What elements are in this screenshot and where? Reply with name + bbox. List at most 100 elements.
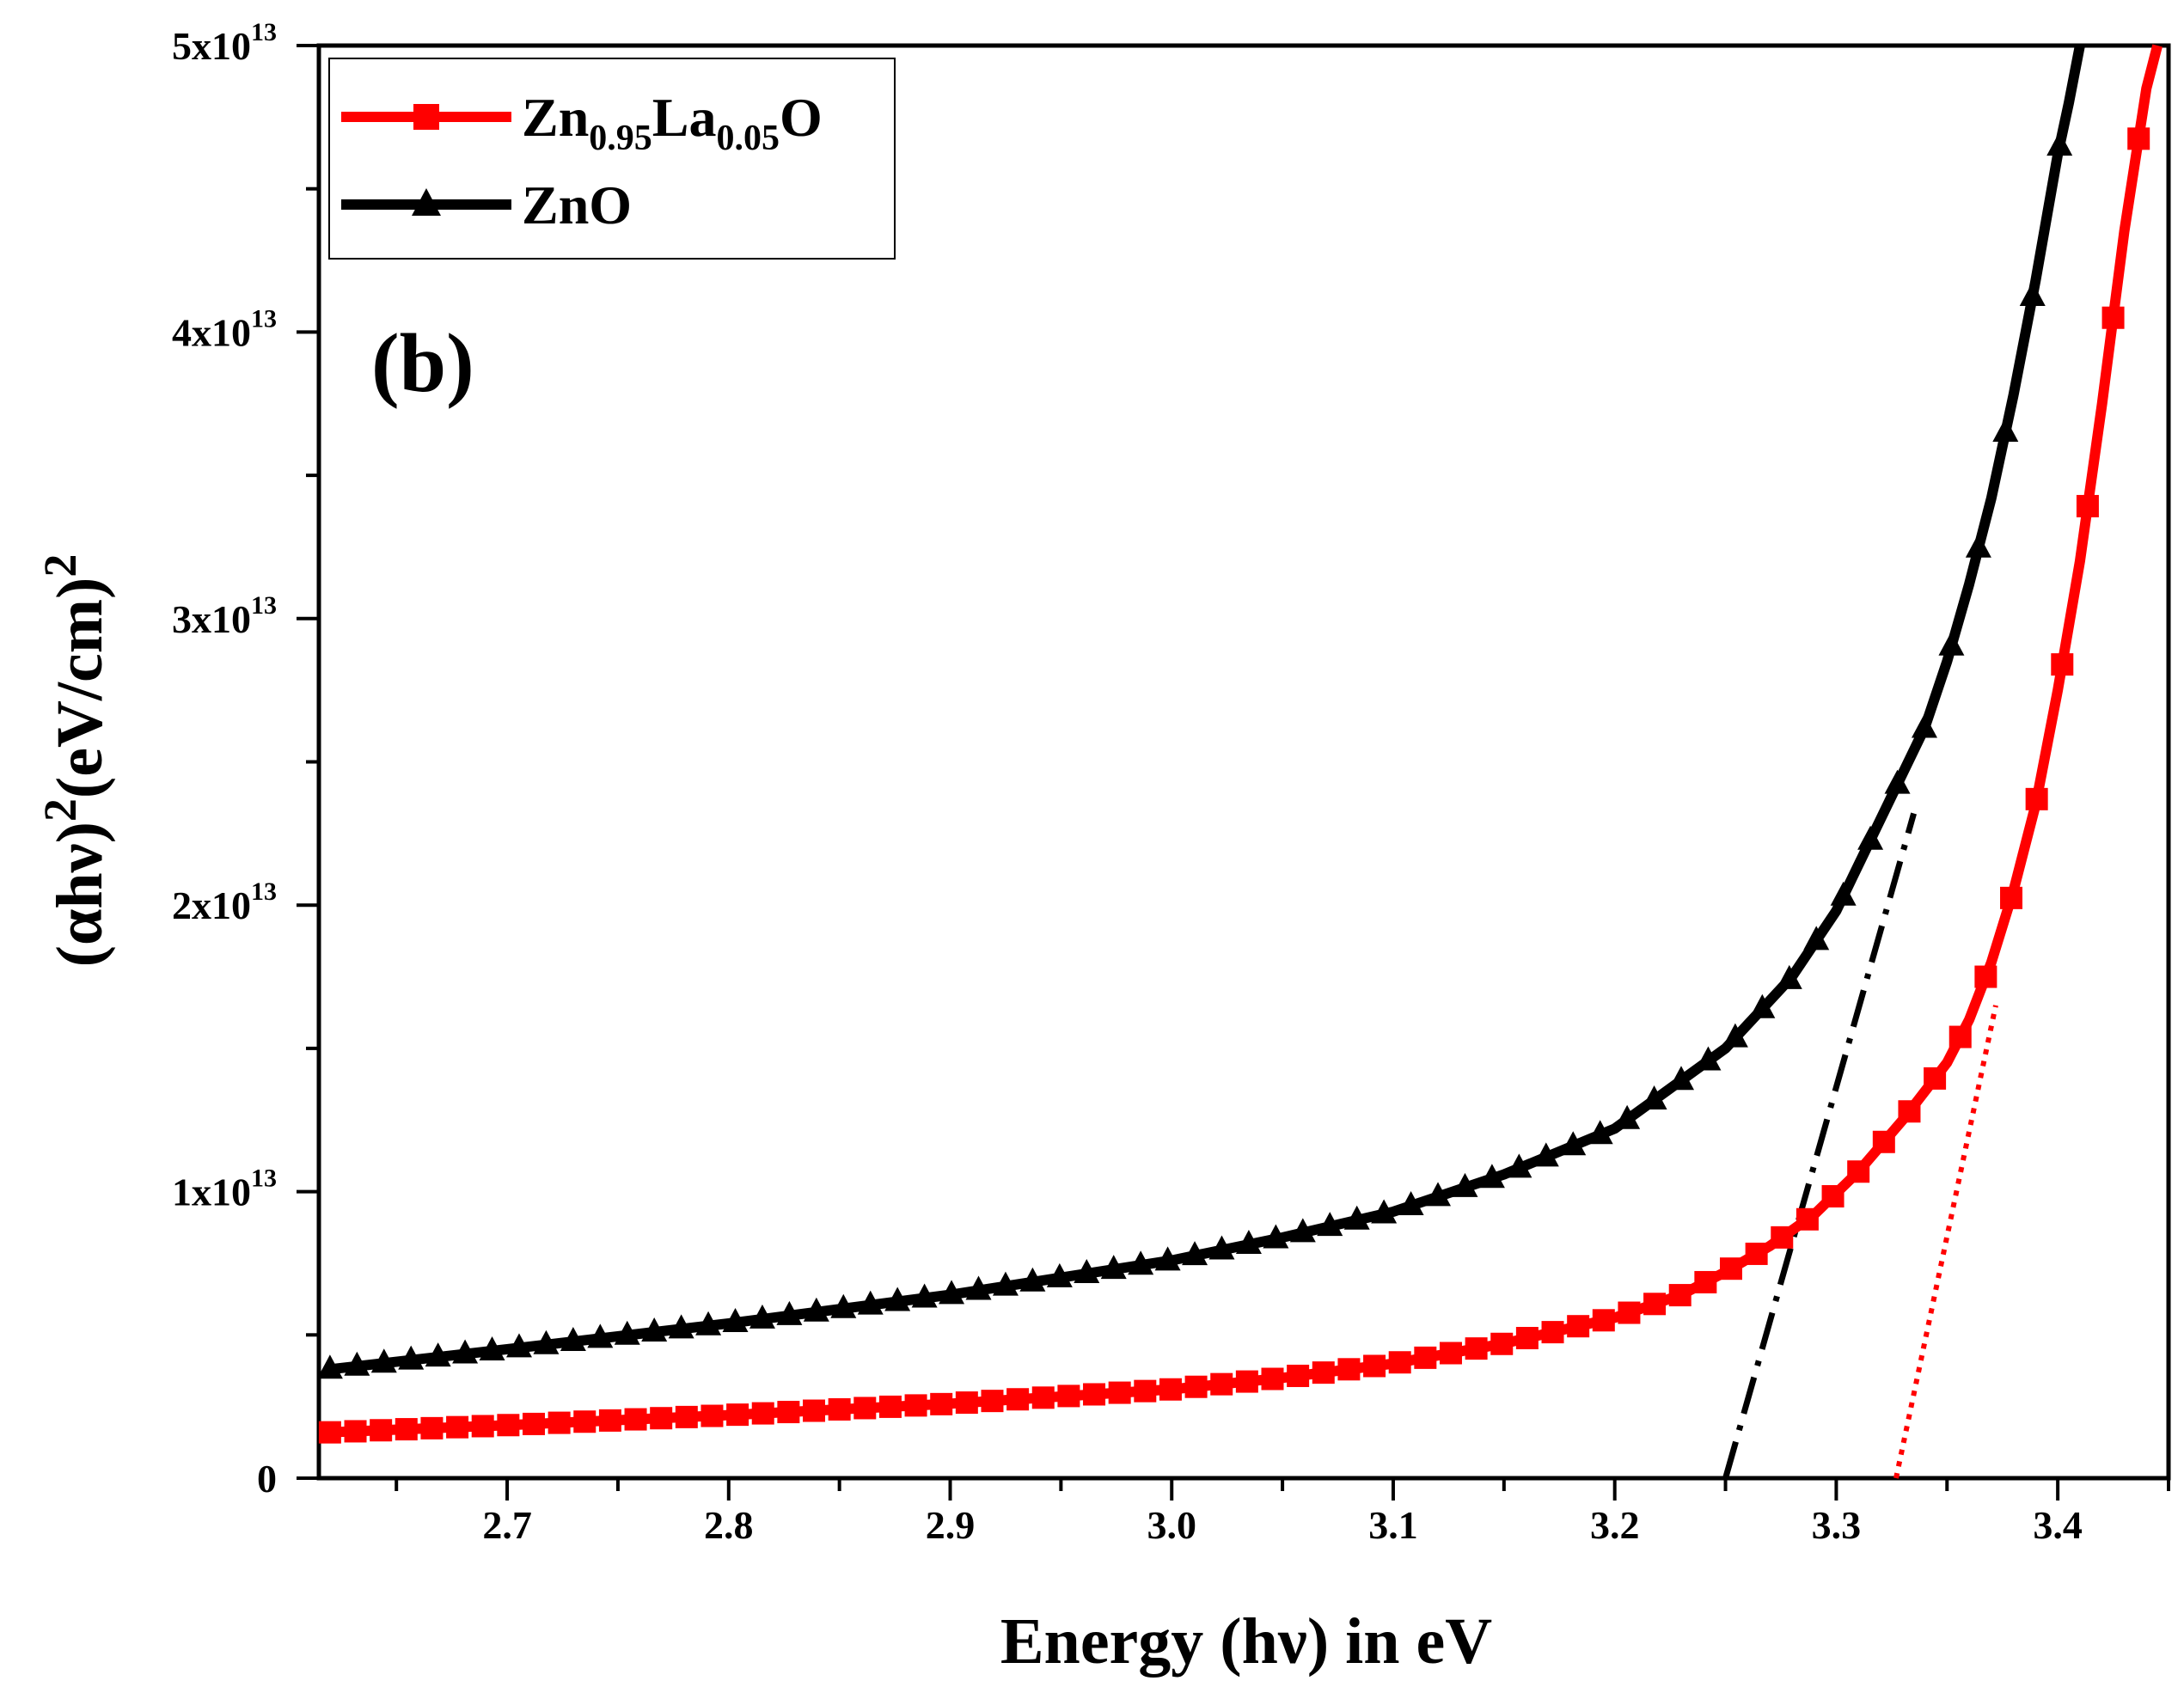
data-point-triangle: [1857, 825, 1884, 850]
legend-item: ZnO: [341, 174, 632, 235]
data-point-square: [726, 1403, 749, 1427]
data-point-square: [955, 1391, 978, 1415]
x-tick-label: 3.2: [1590, 1503, 1640, 1547]
data-point-square: [573, 1410, 596, 1433]
data-point-triangle: [668, 1314, 694, 1339]
y-tick-label-exponent: 13: [251, 877, 277, 906]
data-point-square: [1159, 1378, 1182, 1401]
x-tick-label: 2.7: [482, 1503, 532, 1547]
data-point-triangle: [1830, 881, 1857, 906]
x-tick-label: 3.3: [1812, 1503, 1862, 1547]
series-layer: [316, 44, 2163, 1444]
data-point-triangle: [1208, 1235, 1235, 1260]
data-point-square: [1388, 1351, 1411, 1374]
y-tick-label: 3x1013: [172, 591, 277, 641]
data-point-square: [1337, 1358, 1361, 1381]
data-point-triangle: [425, 1342, 451, 1367]
data-point-triangle: [695, 1311, 722, 1336]
data-point-square: [853, 1397, 877, 1420]
data-point-square: [2051, 653, 2074, 676]
data-point-triangle: [1317, 1212, 1343, 1237]
data-point-triangle: [722, 1307, 749, 1332]
data-point-square: [1592, 1309, 1615, 1332]
data-point-triangle: [803, 1297, 829, 1322]
data-point-triangle: [452, 1339, 479, 1364]
data-point-square: [1796, 1207, 1819, 1231]
legend: Zn0.95La0.05O ZnO: [328, 58, 896, 260]
data-point-square: [981, 1390, 1004, 1413]
data-point-square: [700, 1404, 724, 1427]
data-point-triangle: [1425, 1182, 1452, 1207]
data-point-triangle: [1749, 993, 1776, 1018]
x-tick-label: 3.4: [2033, 1503, 2083, 1547]
data-point-triangle: [344, 1351, 370, 1376]
data-point-square: [471, 1415, 494, 1438]
data-point-square: [1643, 1293, 1667, 1316]
data-point-triangle: [1128, 1250, 1154, 1275]
data-point-triangle: [965, 1275, 992, 1300]
data-point-triangle: [857, 1290, 884, 1315]
data-point-square: [370, 1419, 393, 1442]
y-tick-label: 5x1013: [172, 18, 277, 68]
legend-marker-triangle: [412, 188, 441, 216]
data-point-triangle: [884, 1287, 911, 1311]
data-point-triangle: [939, 1280, 965, 1305]
data-point-square: [2076, 494, 2099, 517]
data-point-square: [1745, 1242, 1768, 1265]
data-point-triangle: [1803, 926, 1830, 950]
data-point-square: [1031, 1386, 1055, 1409]
data-point-square: [548, 1411, 571, 1434]
data-point-square: [1515, 1327, 1539, 1350]
data-point-triangle: [1235, 1230, 1262, 1255]
y-tick-label-exponent: 13: [251, 304, 277, 333]
data-point-square: [1465, 1337, 1488, 1360]
data-point-square: [2101, 306, 2125, 329]
data-point-square: [2025, 787, 2048, 810]
data-point-square: [1439, 1342, 1462, 1365]
y-tick-label: 2x1013: [172, 877, 277, 927]
data-point-square: [1541, 1321, 1564, 1344]
data-point-square: [1821, 1185, 1844, 1208]
data-point-square: [777, 1401, 800, 1424]
x-tick-label: 3.0: [1147, 1503, 1196, 1547]
data-point-triangle: [1343, 1205, 1370, 1230]
data-point-triangle: [1371, 1199, 1398, 1224]
data-point-square: [318, 1421, 341, 1444]
data-point-triangle: [316, 1354, 343, 1379]
data-point-triangle: [1046, 1262, 1073, 1287]
legend-label: Zn0.95La0.05O: [522, 87, 823, 158]
data-point-triangle: [505, 1333, 532, 1358]
data-point-triangle: [1452, 1172, 1478, 1197]
y-tick-label-base: 2x10: [172, 883, 251, 927]
data-point-square: [1668, 1284, 1692, 1307]
fit-line: [1722, 812, 1917, 1479]
data-point-square: [675, 1405, 698, 1428]
series-Zn0.95La0.05O: [318, 44, 2163, 1444]
data-point-triangle: [1398, 1191, 1424, 1216]
data-point-square: [1948, 1025, 1972, 1048]
data-point-triangle: [1100, 1255, 1127, 1280]
data-point-triangle: [911, 1283, 938, 1308]
y-tick-label-base: 1x10: [172, 1171, 251, 1214]
data-point-square: [1567, 1315, 1590, 1338]
legend-label-part: Zn: [522, 87, 589, 148]
data-point-square: [1847, 1160, 1870, 1183]
data-point-square: [1490, 1332, 1514, 1355]
data-point-square: [395, 1418, 418, 1441]
legend-label-part: ZnO: [522, 174, 632, 235]
data-point-triangle: [1478, 1164, 1505, 1189]
legend-label-part: La: [652, 87, 717, 148]
data-point-triangle: [2046, 131, 2073, 156]
data-point-triangle: [641, 1317, 668, 1342]
data-point-square: [1872, 1130, 1895, 1153]
data-point-triangle: [1587, 1120, 1613, 1145]
data-point-triangle: [1154, 1246, 1181, 1271]
data-point-square: [1312, 1361, 1335, 1384]
data-point-triangle: [1776, 964, 1802, 989]
data-point-triangle: [479, 1336, 505, 1360]
data-point-square: [344, 1420, 367, 1443]
data-point-triangle: [614, 1320, 640, 1345]
data-point-square: [1235, 1370, 1258, 1393]
data-point-triangle: [1965, 533, 1991, 558]
